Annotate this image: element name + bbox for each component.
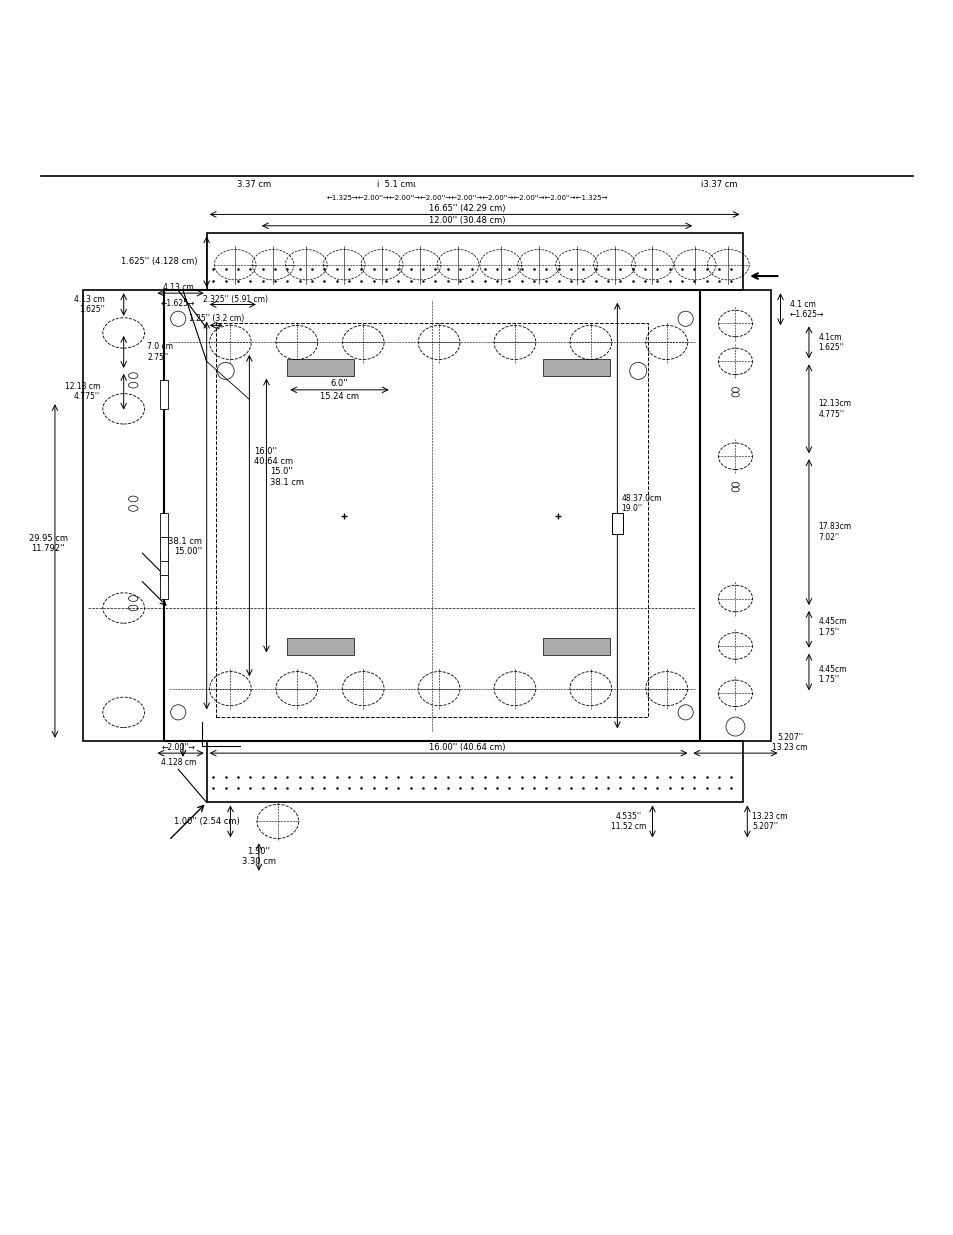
Text: 4.13 cm: 4.13 cm [163,283,193,293]
Text: 3.37 cm: 3.37 cm [236,180,271,189]
Text: 1.625'' (4.128 cm): 1.625'' (4.128 cm) [121,257,197,267]
Text: 5.207''
13.23 cm: 5.207'' 13.23 cm [771,732,807,752]
Bar [287,638,354,656]
Bar [207,741,741,803]
Text: i3.37 cm: i3.37 cm [700,180,737,189]
Text: 29.95 cm
11.792'': 29.95 cm 11.792'' [29,534,68,553]
Bar [611,514,622,534]
Text: 4.1 cm
←1.625→: 4.1 cm ←1.625→ [789,300,823,319]
Text: 17.83cm
7.02'': 17.83cm 7.02'' [818,522,851,542]
Text: 1.25'' (3.2 cm): 1.25'' (3.2 cm) [189,315,244,324]
Bar [543,638,609,656]
Text: 6.0'': 6.0'' [331,379,348,388]
Bar [160,551,168,579]
Text: 13.23 cm
5.207'': 13.23 cm 5.207'' [751,811,787,831]
Text: 2.325'' (5.91 cm): 2.325'' (5.91 cm) [202,295,268,304]
Text: 12.13cm
4.775'': 12.13cm 4.775'' [818,399,850,419]
Text: 12.00'' (30.48 cm): 12.00'' (30.48 cm) [429,216,505,225]
Text: 7.0 cm
2.75'': 7.0 cm 2.75'' [148,342,173,362]
Bar [160,574,168,599]
Text: 1.00'' (2.54 cm): 1.00'' (2.54 cm) [173,816,239,826]
Text: 15.0''
38.1 cm: 15.0'' 38.1 cm [270,467,304,487]
Text: ←1.325→←2.00''→←2.00''→←2.00''→←2.00''→←2.00''→←2.00''→←2.00''→←1.325→: ←1.325→←2.00''→←2.00''→←2.00''→←2.00''→←… [327,195,608,201]
Text: 48.37.0cm
19.0'': 48.37.0cm 19.0'' [620,494,661,514]
Text: ←1.625→: ←1.625→ [161,299,195,308]
Bar [700,290,770,741]
Text: 4.45cm
1.75'': 4.45cm 1.75'' [818,664,846,684]
Bar [83,290,164,741]
Text: 4.1cm
1.625'': 4.1cm 1.625'' [818,332,843,352]
Text: 4.13 cm
1.625'': 4.13 cm 1.625'' [74,295,105,314]
Text: 16.00'' (40.64 cm): 16.00'' (40.64 cm) [429,743,505,752]
Bar [216,324,647,718]
Bar [287,358,354,375]
Text: 16.0''
40.64 cm: 16.0'' 40.64 cm [253,447,293,466]
Bar [160,514,168,542]
Bar [160,537,168,561]
Text: 15.24 cm: 15.24 cm [319,391,358,401]
Text: i  5.1 cmι: i 5.1 cmι [376,180,416,189]
Text: 38.1 cm
15.00'': 38.1 cm 15.00'' [168,537,202,556]
Text: 4.128 cm: 4.128 cm [160,758,195,767]
Bar [207,233,741,290]
Text: 4.535''
11.52 cm: 4.535'' 11.52 cm [611,811,646,831]
Text: 16.65'' (42.29 cm): 16.65'' (42.29 cm) [429,205,505,214]
Bar [164,290,700,741]
Text: 12.13 cm
4.775'': 12.13 cm 4.775'' [65,382,100,401]
Bar [543,358,609,375]
Text: 4.45cm
1.75'': 4.45cm 1.75'' [818,618,846,637]
Bar [160,380,168,409]
Text: 1.30''
3.30 cm: 1.30'' 3.30 cm [242,847,275,866]
Text: ←2.00''→: ←2.00''→ [161,743,195,752]
